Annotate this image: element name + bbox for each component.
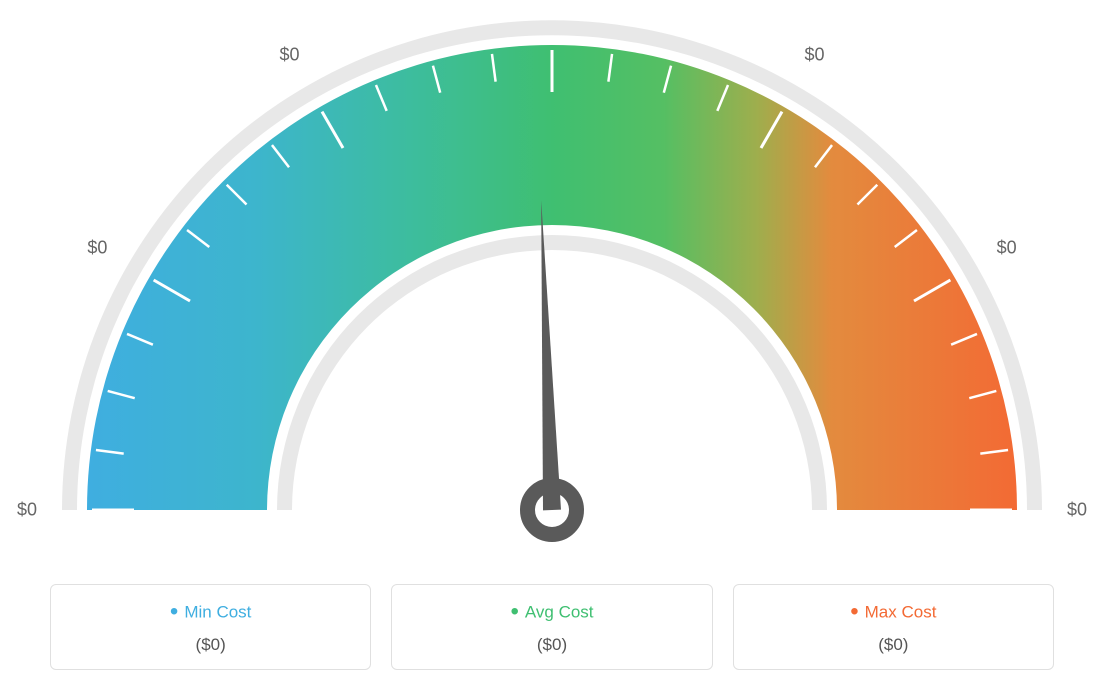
cost-gauge: $0$0$0$0$0$0$0 (0, 0, 1104, 560)
legend-card-max: Max Cost ($0) (733, 584, 1054, 670)
legend-value-min: ($0) (61, 635, 360, 655)
legend-value-max: ($0) (744, 635, 1043, 655)
gauge-tick-label: $0 (804, 45, 824, 66)
legend-card-min: Min Cost ($0) (50, 584, 371, 670)
legend-value-avg: ($0) (402, 635, 701, 655)
legend-label-max: Max Cost (850, 599, 936, 627)
legend-label-avg: Avg Cost (510, 599, 593, 627)
legend-card-avg: Avg Cost ($0) (391, 584, 712, 670)
gauge-tick-label: $0 (87, 237, 107, 258)
gauge-tick-label: $0 (1067, 500, 1087, 521)
gauge-tick-label: $0 (279, 45, 299, 66)
gauge-tick-label: $0 (17, 500, 37, 521)
gauge-tick-label: $0 (997, 237, 1017, 258)
legend-label-min: Min Cost (170, 599, 251, 627)
legend-row: Min Cost ($0) Avg Cost ($0) Max Cost ($0… (50, 584, 1054, 670)
